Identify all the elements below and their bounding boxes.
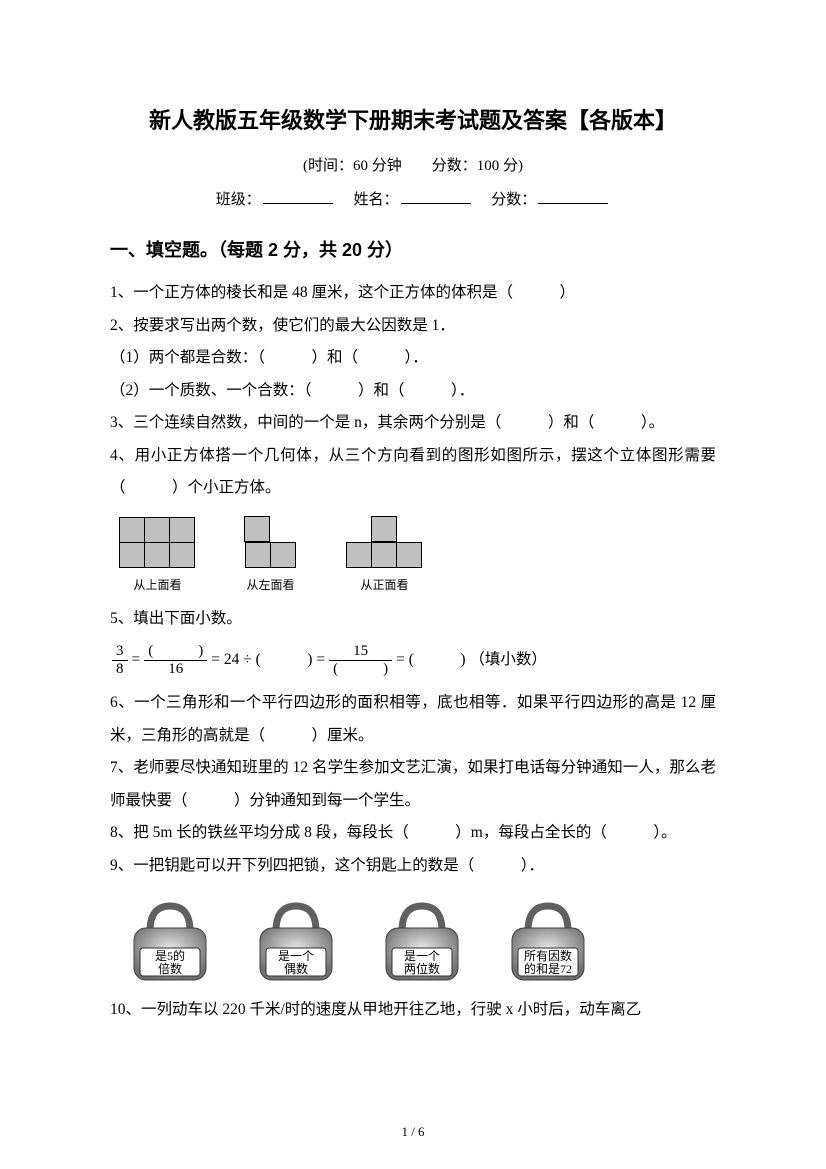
svg-text:的和是72: 的和是72 xyxy=(524,961,572,976)
frac1-num: 3 xyxy=(112,643,128,661)
svg-text:倍数: 倍数 xyxy=(158,961,182,976)
svg-text:两位数: 两位数 xyxy=(404,961,440,976)
class-label: 班级： xyxy=(216,192,261,208)
score-label: 分数： xyxy=(491,192,536,208)
question-4: 4、用小正方体搭一个几何体，从三个方向看到的图形如图所示，摆这个立体图形需要（ … xyxy=(110,440,716,505)
svg-text:是5的: 是5的 xyxy=(155,948,185,963)
student-fields: 班级： 姓名： 分数： xyxy=(110,186,716,215)
figcap-top: 从上面看 xyxy=(120,574,195,597)
eq-mid: = 24 ÷ ( ) = xyxy=(211,645,325,674)
question-2: 2、按要求写出两个数，使它们的最大公因数是 1． xyxy=(110,310,716,343)
frac3-num: 15 xyxy=(329,643,392,661)
question-9: 9、一把钥匙可以开下列四把锁，这个钥匙上的数是（ ）． xyxy=(110,850,716,883)
figure-front-view: 从正面看 xyxy=(346,517,423,597)
question-5: 5、填出下面小数。 xyxy=(110,603,716,636)
lock-4: 所有因数 的和是72 xyxy=(498,896,598,986)
page-title: 新人教版五年级数学下册期末考试题及答案【各版本】 xyxy=(110,100,716,142)
question-2a: （1）两个都是合数：（ ）和（ ）． xyxy=(110,342,716,375)
question-7: 7、老师要尽快通知班里的 12 名学生参加文艺汇演，如果打电话每分钟通知一人，那… xyxy=(110,752,716,817)
svg-text:偶数: 偶数 xyxy=(284,961,308,976)
question-2b: （2）一个质数、一个合数：（ ）和（ ）． xyxy=(110,375,716,408)
svg-text:是一个: 是一个 xyxy=(404,949,440,963)
name-label: 姓名： xyxy=(353,192,398,208)
svg-text:是一个: 是一个 xyxy=(278,949,314,963)
page-number: 1 / 6 xyxy=(0,1120,826,1145)
eq-equals-1: = xyxy=(132,645,141,674)
frac3-den: ( ) xyxy=(329,661,392,678)
figure-left-view: 从左面看 xyxy=(245,517,296,597)
frac1-den: 8 xyxy=(112,661,128,678)
question-1: 1、一个正方体的棱长和是 48 厘米，这个正方体的体积是（ ） xyxy=(110,277,716,310)
figure-top-view: 从上面看 xyxy=(120,518,195,597)
frac2-num: ( ) xyxy=(144,643,207,661)
q5-equation: 3 8 = ( ) 16 = 24 ÷ ( ) = 15 ( ) = ( ) （… xyxy=(110,643,716,677)
section-1-header: 一、填空题。（每题 2 分，共 20 分） xyxy=(110,233,716,267)
class-blank xyxy=(263,189,333,204)
svg-text:所有因数: 所有因数 xyxy=(524,948,572,963)
lock-3: 是一个 两位数 xyxy=(372,896,472,986)
question-8: 8、把 5m 长的铁丝平均分成 8 段，每段长（ ）m，每段占全长的（ ）。 xyxy=(110,817,716,850)
figcap-front: 从正面看 xyxy=(346,574,423,597)
lock-1: 是5的 倍数 xyxy=(120,896,220,986)
fraction-1: 3 8 xyxy=(112,643,128,677)
eq-tail: = ( ) （填小数） xyxy=(396,645,547,674)
q4-figures: 从上面看 从左面看 从正面看 xyxy=(120,517,716,597)
question-6: 6、一个三角形和一个平行四边形的面积相等，底也相等．如果平行四边形的高是 12 … xyxy=(110,687,716,752)
question-10: 10、一列动车以 220 千米/时的速度从甲地开往乙地，行驶 x 小时后，动车离… xyxy=(110,994,716,1027)
question-3: 3、三个连续自然数，中间的一个是 n，其余两个分别是（ ）和（ ）。 xyxy=(110,407,716,440)
q9-locks: 是5的 倍数 是一个 偶数 是一个 两位数 所有因数 的和是72 xyxy=(120,896,716,986)
fraction-3: 15 ( ) xyxy=(329,643,392,677)
figcap-left: 从左面看 xyxy=(245,574,296,597)
score-blank xyxy=(538,189,608,204)
fraction-2: ( ) 16 xyxy=(144,643,207,677)
lock-2: 是一个 偶数 xyxy=(246,896,346,986)
frac2-den: 16 xyxy=(144,661,207,678)
name-blank xyxy=(401,189,471,204)
exam-meta: (时间：60 分钟 分数：100 分) xyxy=(110,152,716,181)
